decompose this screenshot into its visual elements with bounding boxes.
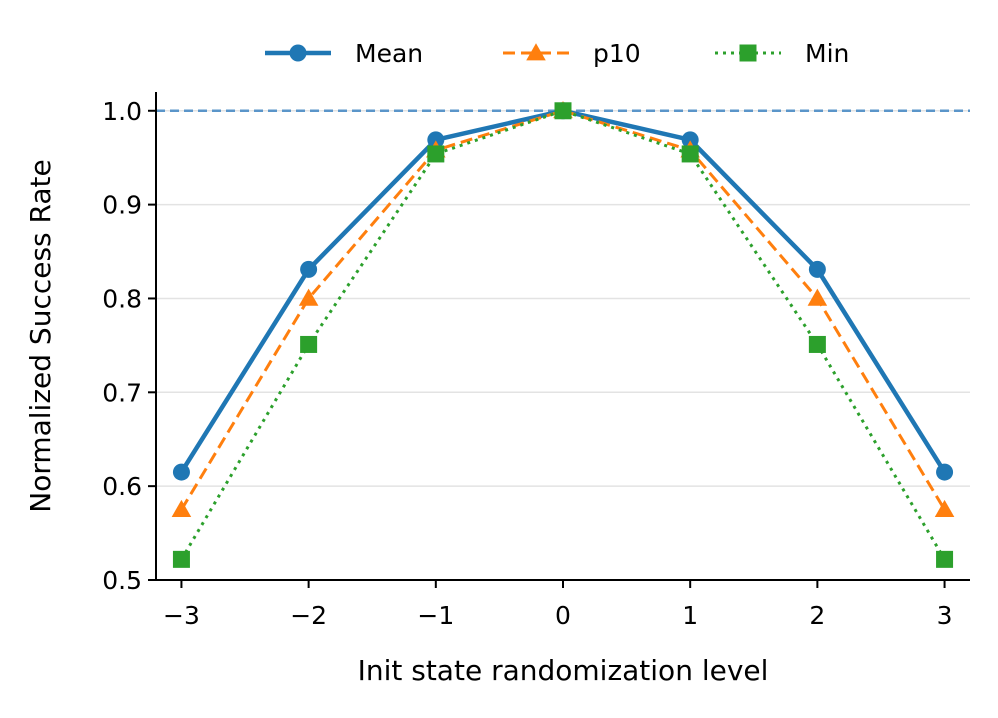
data-point xyxy=(300,260,318,278)
data-point xyxy=(554,102,572,120)
x-tick-label: −3 xyxy=(163,601,200,630)
y-axis-title: Normalized Success Rate xyxy=(24,159,57,513)
legend-entry-mean: Mean xyxy=(265,39,423,68)
data-point xyxy=(172,463,190,481)
legend-marker xyxy=(289,44,307,62)
y-tick-label: 0.6 xyxy=(102,472,142,501)
y-tick-label: 0.5 xyxy=(102,566,142,595)
series-line xyxy=(180,109,946,511)
data-point xyxy=(681,131,699,149)
data-point xyxy=(300,335,318,353)
x-tick-label: 3 xyxy=(937,601,953,630)
x-tick-label: 1 xyxy=(682,601,698,630)
y-tick-label: 0.9 xyxy=(102,191,142,220)
x-tick-label: −2 xyxy=(290,601,327,630)
x-tick-label: 2 xyxy=(809,601,825,630)
series-line xyxy=(180,109,946,561)
data-point xyxy=(808,260,826,278)
series-p10 xyxy=(171,100,955,517)
data-point xyxy=(936,463,954,481)
series-mean xyxy=(172,102,954,481)
series-layer xyxy=(171,100,955,568)
y-tick-label: 1.0 xyxy=(102,97,142,126)
data-point xyxy=(807,288,828,306)
data-point xyxy=(171,499,192,517)
data-point xyxy=(808,335,826,353)
grid-lines xyxy=(156,110,970,581)
data-point xyxy=(427,145,445,163)
x-axis-title: Init state randomization level xyxy=(358,654,769,687)
y-tick-label: 0.8 xyxy=(102,284,142,313)
legend-label: Mean xyxy=(355,39,423,68)
series-line xyxy=(179,108,947,474)
legend-label: Min xyxy=(805,39,849,68)
ticks: 0.5 0.6 0.7 0.8 0.9 1.0 −3 −2 −1 0 1 2 3 xyxy=(102,97,952,630)
y-tick-label: 0.7 xyxy=(102,378,142,407)
legend-entry-min: Min xyxy=(715,39,849,68)
x-tick-label: 0 xyxy=(555,601,571,630)
x-tick-label: −1 xyxy=(417,601,454,630)
data-point xyxy=(172,550,190,568)
data-point xyxy=(936,550,954,568)
legend-entry-p10: p10 xyxy=(503,39,641,68)
legend-label: p10 xyxy=(593,39,641,68)
legend-marker xyxy=(526,43,546,61)
series-min xyxy=(172,102,954,568)
data-point xyxy=(298,288,319,306)
data-point xyxy=(934,499,955,517)
axes xyxy=(155,92,970,581)
legend-marker xyxy=(739,44,757,62)
data-point xyxy=(427,131,445,149)
legend: Mean p10 Min xyxy=(265,39,849,68)
data-point xyxy=(681,145,699,163)
